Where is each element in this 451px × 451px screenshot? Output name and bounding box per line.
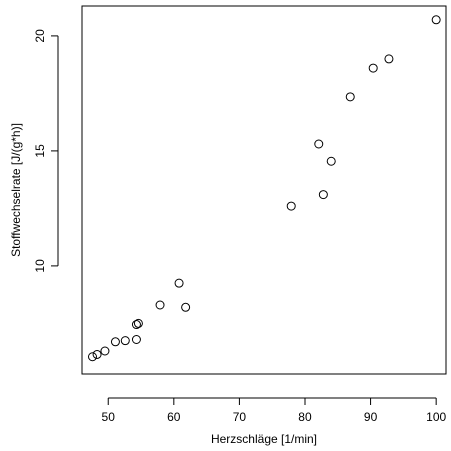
- data-points: [87, 15, 441, 362]
- data-point: [384, 54, 394, 64]
- data-point: [131, 335, 141, 344]
- y-tick-label: 15: [33, 144, 47, 158]
- data-point: [131, 320, 141, 330]
- x-tick-label: 100: [426, 410, 446, 424]
- x-tick-label: 60: [167, 410, 181, 424]
- data-point: [368, 63, 378, 73]
- y-tick-label: 20: [33, 29, 47, 43]
- x-axis: 50 60 70 80 90 100: [102, 397, 446, 424]
- data-point: [110, 337, 120, 347]
- data-point: [181, 302, 191, 312]
- data-point: [318, 190, 328, 200]
- data-point: [431, 15, 441, 25]
- y-axis: 10 15 20: [33, 29, 59, 273]
- data-point: [120, 336, 130, 346]
- data-point: [314, 139, 324, 149]
- data-point: [87, 352, 97, 362]
- data-point: [174, 278, 184, 288]
- x-tick-label: 50: [102, 410, 116, 424]
- x-tick-label: 70: [233, 410, 247, 424]
- data-point: [133, 318, 143, 328]
- data-point: [100, 346, 110, 356]
- y-axis-label: Stoffwechselrate [J/(g*h)]: [9, 123, 23, 257]
- data-point: [92, 349, 102, 359]
- y-tick-label: 10: [33, 259, 47, 273]
- x-tick-label: 90: [364, 410, 378, 424]
- data-point: [286, 201, 296, 211]
- data-point: [155, 300, 165, 310]
- x-tick-label: 80: [298, 410, 312, 424]
- x-axis-label: Herzschläge [1/min]: [211, 432, 317, 446]
- data-point: [326, 156, 336, 166]
- data-point: [345, 92, 355, 102]
- plot-frame: [81, 5, 447, 375]
